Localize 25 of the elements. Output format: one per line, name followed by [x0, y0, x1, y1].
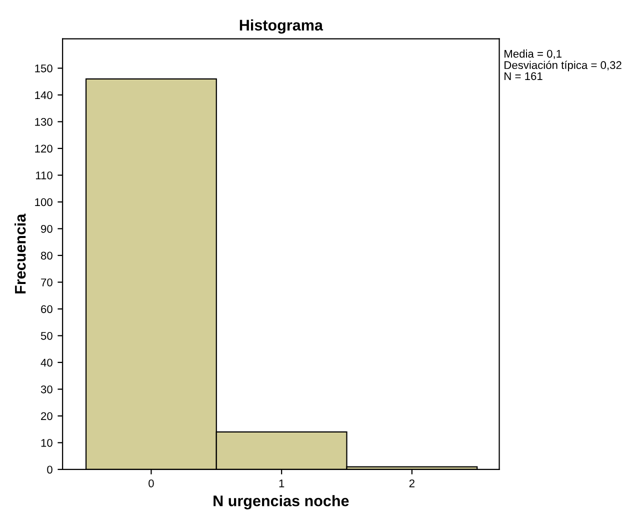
- text: N = 161: [504, 72, 542, 80]
- y-tick-label: 30: [40, 385, 52, 394]
- y-tick-label: 90: [41, 224, 52, 233]
- y-tick-label: 50: [40, 332, 52, 340]
- x-axis-title: N urgencias noche: [214, 495, 349, 510]
- y-axis-title: Frecuencia: [14, 214, 26, 294]
- y-tick-label: 110: [36, 171, 52, 180]
- chart-title: Histograma: [240, 19, 324, 34]
- y-tick-label: 140: [35, 91, 52, 100]
- text: Media = 0,1: [504, 50, 562, 60]
- y-tick-label: 70: [41, 278, 52, 286]
- text: Desviación típica = 0,32: [504, 60, 622, 72]
- x-tick-label: 2: [409, 479, 414, 488]
- x-tick-label: 1: [279, 480, 284, 488]
- y-tick-label: 130: [35, 118, 52, 126]
- x-tick-label: 0: [148, 479, 154, 488]
- y-tick-label: 120: [35, 144, 52, 153]
- y-tick-label: 10: [41, 438, 52, 447]
- y-tick-label: 80: [40, 252, 52, 260]
- y-tick-label: 20: [41, 412, 52, 420]
- y-tick-label: 60: [41, 305, 52, 314]
- y-tick-label: 0: [47, 466, 52, 474]
- y-tick-label: 150: [35, 64, 52, 72]
- y-tick-label: 100: [35, 198, 52, 206]
- y-tick-label: 40: [40, 358, 52, 367]
